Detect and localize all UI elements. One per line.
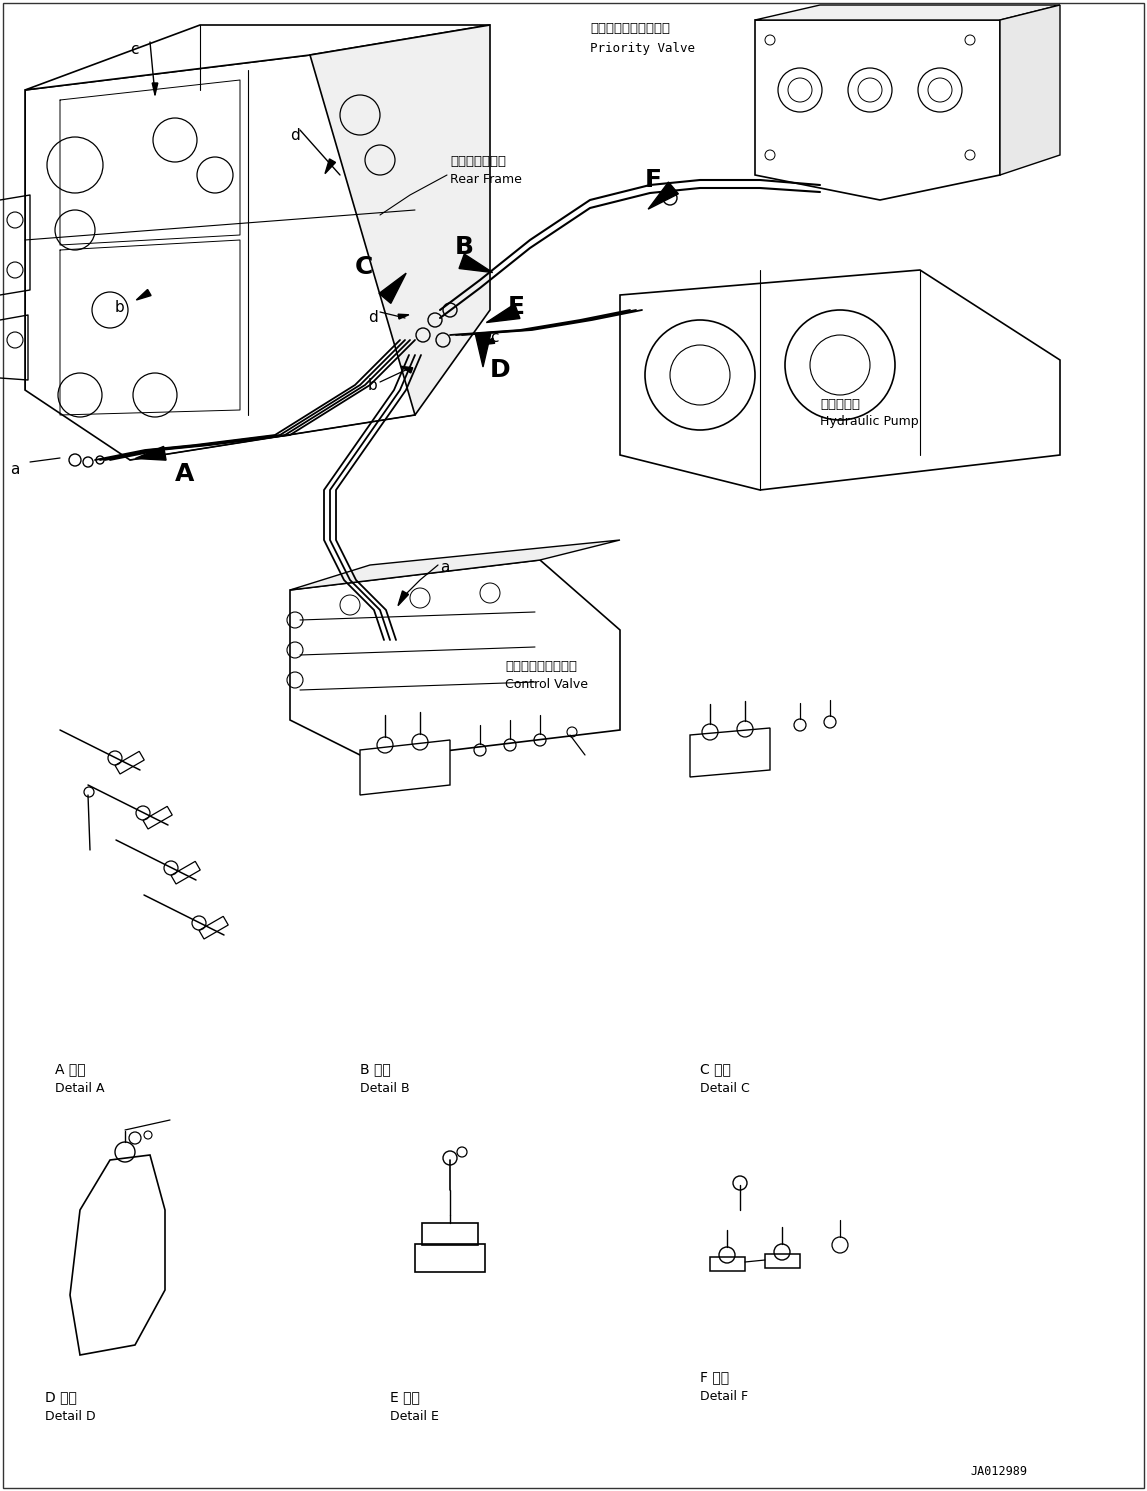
Bar [198,917,228,939]
Text: c: c [490,330,499,344]
Text: C: C [356,255,374,279]
Bar [422,1223,478,1245]
Polygon shape [486,304,520,322]
Text: Detail C: Detail C [700,1082,750,1094]
Text: プライオリティバルブ: プライオリティバルブ [590,22,670,34]
Polygon shape [1000,4,1060,174]
Text: E: E [508,295,525,319]
Bar [415,1243,485,1272]
Polygon shape [290,540,621,590]
Bar [115,751,145,774]
Polygon shape [755,4,1060,19]
Polygon shape [398,590,408,605]
Polygon shape [135,446,166,461]
Polygon shape [475,334,491,367]
Polygon shape [379,273,406,303]
Text: A: A [175,462,194,486]
Text: Control Valve: Control Valve [505,678,588,690]
Polygon shape [153,83,158,95]
Bar [765,1254,799,1267]
Polygon shape [690,728,770,777]
Text: B 詳細: B 詳細 [360,1062,391,1077]
Polygon shape [360,740,450,795]
Polygon shape [398,315,408,319]
Polygon shape [25,55,415,461]
Text: a: a [10,462,19,477]
Text: Detail F: Detail F [700,1390,748,1403]
Text: c: c [130,42,139,57]
Polygon shape [290,561,621,760]
Polygon shape [483,338,494,344]
Text: コントロールバルブ: コントロールバルブ [505,661,577,672]
Text: a: a [440,561,450,576]
Text: D: D [490,358,510,382]
Polygon shape [459,253,493,273]
Polygon shape [310,25,490,414]
Text: Detail E: Detail E [390,1410,439,1422]
Text: Priority Valve: Priority Valve [590,42,695,55]
Text: d: d [368,310,377,325]
Text: d: d [290,128,299,143]
Polygon shape [325,160,336,173]
Text: b: b [368,379,377,394]
Polygon shape [400,367,413,373]
Polygon shape [648,182,678,209]
Text: 油圧ポンプ: 油圧ポンプ [820,398,860,412]
Bar [143,807,172,829]
Polygon shape [70,1156,165,1355]
Text: B: B [455,236,474,259]
Text: F 詳細: F 詳細 [700,1370,729,1384]
Text: Hydraulic Pump: Hydraulic Pump [820,414,919,428]
Text: Detail A: Detail A [55,1082,104,1094]
Text: Detail B: Detail B [360,1082,409,1094]
Text: C 詳細: C 詳細 [700,1062,731,1077]
Polygon shape [136,289,151,300]
Text: Rear Frame: Rear Frame [450,173,522,186]
Text: Detail D: Detail D [45,1410,95,1422]
Text: A 詳細: A 詳細 [55,1062,86,1077]
Text: E 詳細: E 詳細 [390,1390,420,1405]
Text: D 詳細: D 詳細 [45,1390,77,1405]
Text: b: b [115,300,125,315]
Polygon shape [755,19,1000,200]
Text: JA012989: JA012989 [970,1466,1027,1478]
Polygon shape [621,270,1060,491]
Text: リヤーフレーム: リヤーフレーム [450,155,506,168]
Bar [171,862,201,884]
Text: F: F [645,168,662,192]
Polygon shape [25,25,490,89]
Bar [710,1257,746,1270]
